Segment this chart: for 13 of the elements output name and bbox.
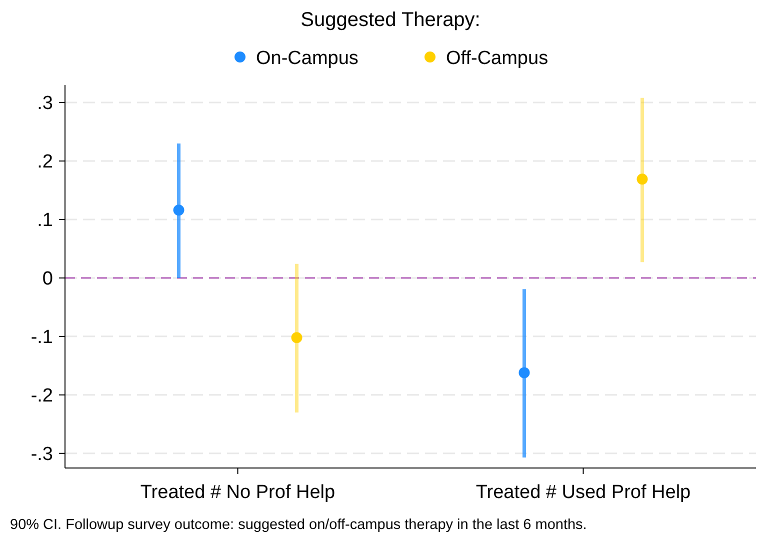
legend-title: Suggested Therapy: — [300, 9, 480, 31]
y-tick-label: -.3 — [30, 444, 53, 466]
x-tick-label: Treated # Used Prof Help — [476, 482, 691, 503]
legend-label: On-Campus — [256, 48, 358, 69]
y-tick-label: .3 — [37, 93, 53, 114]
y-tick-label: 0 — [42, 268, 53, 290]
y-tick-label: .1 — [37, 210, 53, 232]
x-tick-label: Treated # No Prof Help — [140, 482, 336, 503]
y-tick-label: -.1 — [30, 327, 53, 348]
text: 90% CI. Followup survey outcome: suggested on/off-campus therapy in the last 6 months. — [10, 517, 587, 533]
y-tick-label: -.2 — [30, 386, 53, 407]
legend-label: Off-Campus — [446, 48, 548, 69]
y-tick-label: .2 — [37, 152, 53, 173]
